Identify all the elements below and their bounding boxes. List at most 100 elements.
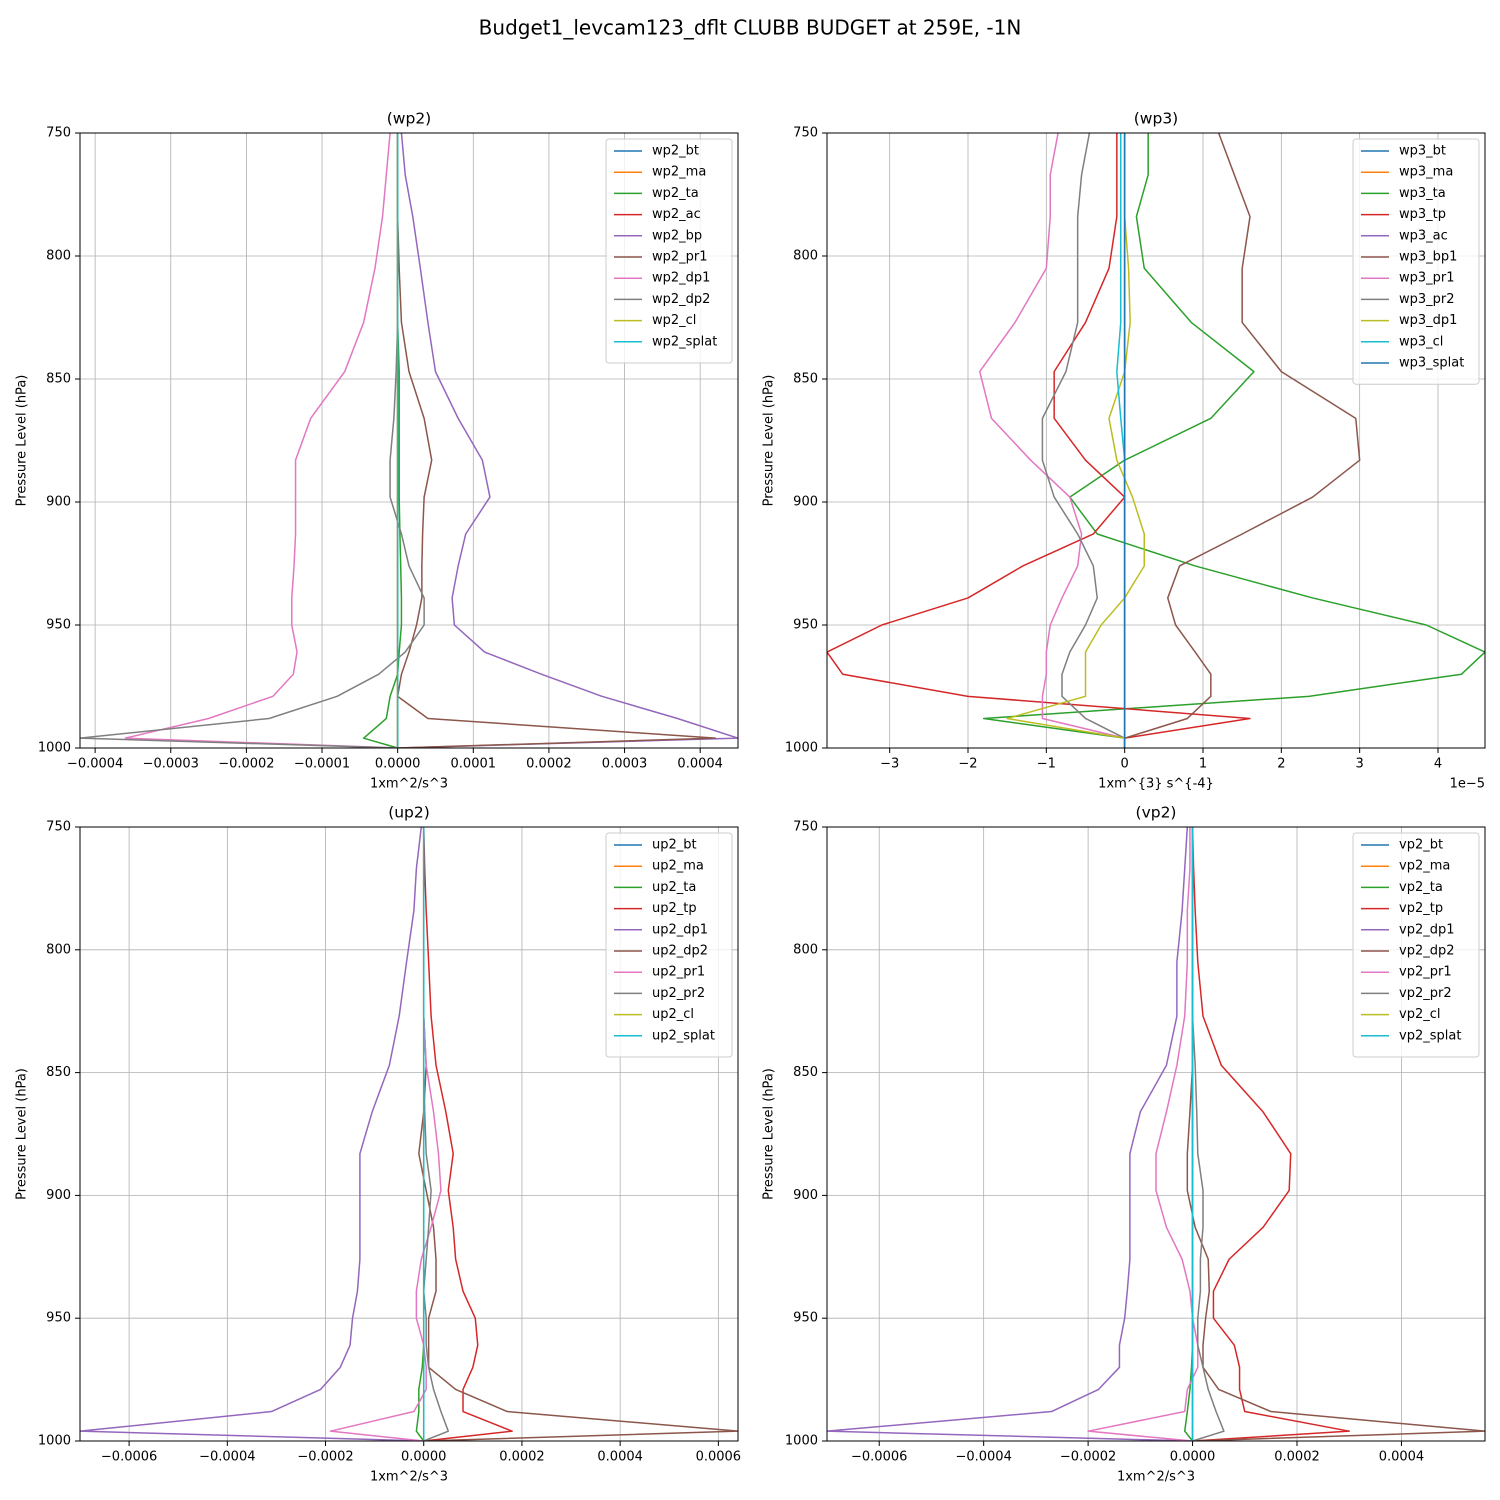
legend-label: vp2_ma [1399, 859, 1450, 874]
axes-frame [79, 826, 739, 1442]
y-tick-label: 950 [46, 618, 71, 633]
y-tick-label: 750 [793, 820, 818, 835]
x-axis-label: 1xm^2/s^3 [370, 777, 448, 792]
series-line [1191, 827, 1350, 1441]
y-tick-label: 850 [793, 372, 818, 387]
x-tick-label: −1 [1037, 757, 1056, 772]
legend-label: up2_bt [652, 838, 697, 853]
legend-label: up2_splat [652, 1028, 715, 1043]
x-tick-label: 0.0003 [602, 757, 648, 772]
legend-label: wp3_pr2 [1399, 292, 1455, 307]
y-tick-label: 1000 [785, 741, 818, 756]
legend-label: wp3_splat [1399, 356, 1464, 371]
legend-label: wp2_ac [652, 207, 701, 222]
series-line [827, 827, 1193, 1441]
x-tick-label: 3 [1356, 757, 1364, 772]
legend-label: up2_dp2 [652, 944, 708, 959]
legend-label: wp2_splat [652, 334, 717, 349]
legend-label: wp3_bp1 [1399, 250, 1457, 265]
x-tick-label: 0.0006 [696, 1450, 742, 1465]
y-tick-label: 800 [793, 942, 818, 957]
legend-label: wp2_dp2 [652, 292, 710, 307]
lines [827, 827, 1485, 1441]
x-tick-label: −0.0003 [143, 757, 199, 772]
legend-label: vp2_dp1 [1399, 922, 1455, 937]
subplot: −0.0004 −0.0003 −0.0002 −0.0001 0.0000 0.0001… [15, 110, 739, 792]
series-line [397, 133, 738, 748]
x-tick-label: −0.0004 [199, 1450, 255, 1465]
legend-label: wp2_bt [652, 144, 699, 159]
series-line [1087, 827, 1199, 1441]
x-tick-label: −0.0006 [101, 1450, 157, 1465]
legend-label: up2_dp1 [652, 922, 708, 937]
legend-label: up2_ta [652, 880, 696, 895]
series-line [124, 133, 398, 748]
x-tick-label: −0.0004 [955, 1450, 1011, 1465]
axes-frame [826, 132, 1486, 749]
legend-label: up2_pr1 [652, 965, 705, 980]
lines [80, 133, 738, 748]
subplot-title: (wp3) [1134, 110, 1178, 128]
x-tick-label: 0.0004 [1379, 1450, 1425, 1465]
y-axis-label: Pressure Level (hPa) [15, 1068, 30, 1200]
y-tick-label: 950 [793, 1311, 818, 1326]
legend-label: vp2_pr2 [1399, 986, 1452, 1001]
x-tick-label: 0.0000 [1170, 1450, 1216, 1465]
legend-label: wp3_pr1 [1399, 271, 1455, 286]
y-tick-label: 750 [46, 126, 71, 141]
y-tick-label: 900 [793, 495, 818, 510]
legend-label: vp2_pr1 [1399, 965, 1452, 980]
legend-label: up2_pr2 [652, 986, 705, 1001]
x-tick-label: −0.0004 [67, 757, 123, 772]
subplot-title: (vp2) [1136, 804, 1177, 822]
x-tick-label: −0.0002 [297, 1450, 353, 1465]
x-tick-label: 0.0004 [597, 1450, 643, 1465]
x-tick-label: 0.0002 [526, 757, 572, 772]
series-line [1006, 133, 1145, 748]
series-line [1123, 133, 1361, 748]
lines [827, 133, 1485, 748]
y-tick-label: 850 [46, 372, 71, 387]
y-tick-label: 800 [46, 249, 71, 264]
legend-label: vp2_cl [1399, 1007, 1440, 1022]
x-tick-label: 0.0000 [401, 1450, 447, 1465]
x-tick-label: −0.0006 [851, 1450, 907, 1465]
legend-label: wp3_ma [1399, 165, 1453, 180]
subplot: −0.0006 −0.0004 −0.0002 0.0000 0.0002 0.0004 7… [762, 804, 1486, 1485]
x-offset-label: 1e−5 [1450, 777, 1485, 792]
x-tick-label: −0.0001 [294, 757, 350, 772]
y-tick-label: 850 [46, 1065, 71, 1080]
series-line [982, 133, 1485, 748]
subplot: −0.0006 −0.0004 −0.0002 0.0000 0.0002 0.0004 0… [15, 804, 742, 1485]
x-axis-label: 1xm^{3} s^{-4} [1098, 777, 1214, 792]
x-tick-label: −3 [880, 757, 899, 772]
x-tick-label: 0.0000 [375, 757, 421, 772]
x-tick-label: −2 [958, 757, 977, 772]
x-tick-label: 2 [1277, 757, 1285, 772]
axes-frame [79, 132, 739, 749]
y-axis-label: Pressure Level (hPa) [15, 375, 30, 507]
y-tick-label: 750 [793, 126, 818, 141]
legend-label: wp3_ac [1399, 228, 1448, 243]
x-tick-label: 0.0004 [677, 757, 723, 772]
y-tick-label: 900 [46, 495, 71, 510]
legend-label: vp2_ta [1399, 880, 1443, 895]
x-tick-label: 0.0001 [451, 757, 497, 772]
x-axis-label: 1xm^2/s^3 [1117, 1470, 1195, 1485]
subplot-title: (up2) [388, 804, 430, 822]
y-tick-label: 1000 [785, 1434, 818, 1449]
y-axis-label: Pressure Level (hPa) [762, 1068, 777, 1200]
legend-box [605, 832, 733, 1058]
legend-label: wp2_cl [652, 313, 696, 328]
legend-label: wp3_tp [1399, 207, 1446, 222]
x-tick-label: −0.0002 [1060, 1450, 1116, 1465]
legend-label: vp2_dp2 [1399, 944, 1455, 959]
figure-title: Budget1_levcam123_dflt CLUBB BUDGET at 2… [479, 16, 1022, 40]
legend-label: wp3_cl [1399, 334, 1443, 349]
legend-label: wp2_pr1 [652, 250, 708, 265]
y-tick-label: 1000 [38, 1434, 71, 1449]
y-tick-label: 750 [46, 820, 71, 835]
legend-label: up2_ma [652, 859, 704, 874]
series-line [979, 133, 1126, 748]
